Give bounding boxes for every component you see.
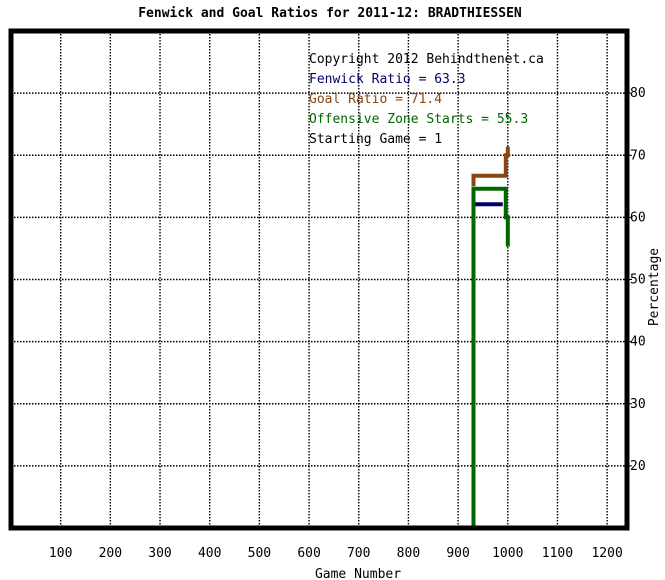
annotation-line: Starting Game = 1 [309, 132, 442, 147]
x-tick-label: 1100 [542, 546, 573, 561]
x-tick-label: 800 [397, 546, 420, 561]
annotation-line: Fenwick Ratio = 63.3 [309, 72, 466, 87]
x-tick-label: 1200 [591, 546, 622, 561]
annotation-line: Copyright 2012 Behindthenet.ca [309, 52, 544, 67]
y-tick-label: 40 [630, 335, 646, 350]
x-tick-label: 100 [49, 546, 72, 561]
annotation-line: Goal Ratio = 71.4 [309, 92, 442, 107]
x-tick-label: 900 [446, 546, 469, 561]
annotation-line: Offensive Zone Starts = 55.3 [309, 112, 528, 127]
x-tick-label: 300 [148, 546, 171, 561]
x-tick-label: 400 [198, 546, 221, 561]
x-tick-label: 700 [347, 546, 370, 561]
series-lines [471, 146, 510, 528]
x-tick-label: 1000 [492, 546, 523, 561]
x-tick-label: 500 [248, 546, 271, 561]
y-tick-label: 30 [630, 397, 646, 412]
y-tick-label: 80 [630, 86, 646, 101]
x-axis-label: Game Number [315, 567, 401, 580]
y-tick-label: 70 [630, 148, 646, 163]
series-line-0 [471, 202, 503, 207]
x-tick-label: 200 [99, 546, 122, 561]
y-tick-label: 60 [630, 210, 646, 225]
y-tick-labels: 20 30 40 50 60 70 80 [627, 86, 646, 474]
x-tick-labels: 100 200 300 400 500 600 700 800 900 1000 1100 1200 [49, 546, 623, 561]
series-line-1 [471, 146, 510, 187]
y-axis-label: Percentage [647, 248, 662, 326]
annotations: Copyright 2012 Behindthenet.ca Fenwick Ra… [309, 52, 544, 147]
x-tick-label: 600 [297, 546, 320, 561]
chart-title: Fenwick and Goal Ratios for 2011-12: BRA… [138, 6, 522, 21]
series-line-2 [471, 186, 510, 528]
grid-lines [11, 31, 627, 528]
y-tick-label: 50 [630, 273, 646, 288]
y-tick-label: 20 [630, 459, 646, 474]
